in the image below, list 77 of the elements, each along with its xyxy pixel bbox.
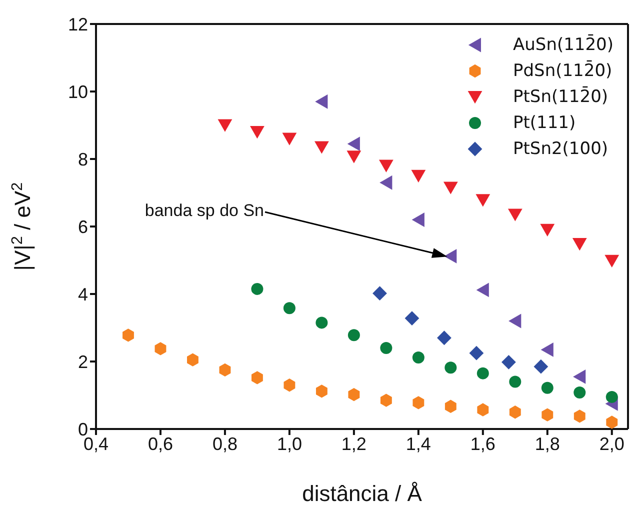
x-tick-label: 1,0 <box>276 434 302 454</box>
point <box>372 286 387 301</box>
point <box>606 416 618 429</box>
point <box>154 342 166 356</box>
point <box>411 170 426 182</box>
legend-label: PdSn(112̄0) <box>513 61 612 81</box>
y-tick-label: 2 <box>78 352 88 372</box>
point <box>508 314 522 328</box>
x-tick-label: 1,6 <box>470 434 496 454</box>
legend-label: AuSn(112̄0) <box>513 35 614 55</box>
point <box>476 282 489 298</box>
point <box>380 175 392 190</box>
point <box>444 249 457 264</box>
y-tick-label: 10 <box>68 82 88 102</box>
point <box>574 410 586 423</box>
point <box>380 342 392 354</box>
point <box>346 150 362 164</box>
x-tick-label: 1,8 <box>534 434 560 454</box>
point <box>534 359 548 374</box>
point <box>380 394 392 407</box>
point <box>437 330 452 346</box>
point <box>348 388 360 402</box>
legend-label: PtSn2(100) <box>513 139 608 159</box>
point <box>412 212 424 227</box>
point <box>541 382 554 394</box>
point <box>443 182 458 194</box>
point <box>502 354 516 370</box>
point <box>283 302 296 314</box>
point <box>476 367 489 380</box>
annotation: banda sp do Sn <box>144 201 264 220</box>
point <box>572 238 587 251</box>
point <box>508 208 522 222</box>
x-tick-label: 2,0 <box>599 434 624 454</box>
point <box>187 353 198 366</box>
point <box>574 386 586 399</box>
x-tick-label: 0,6 <box>148 434 173 454</box>
point <box>412 396 424 410</box>
point <box>314 141 329 154</box>
x-tick-label: 1,2 <box>341 434 366 454</box>
y-tick-label: 4 <box>78 284 88 304</box>
legend-label: PtSn(112̄0) <box>513 87 608 107</box>
point <box>316 384 328 398</box>
point <box>251 371 263 384</box>
y-tick-label: 12 <box>68 14 88 34</box>
point <box>444 400 456 413</box>
legend-label: Pt(111) <box>513 113 576 133</box>
y-tick-label: 8 <box>78 149 88 170</box>
point <box>509 406 521 419</box>
point <box>282 132 297 146</box>
point <box>606 390 618 403</box>
point <box>540 342 554 357</box>
point <box>604 254 620 268</box>
x-tick-label: 0,8 <box>212 434 238 454</box>
point <box>477 403 489 416</box>
point <box>122 328 134 342</box>
point <box>218 119 232 132</box>
x-axis-title: distância / Å <box>302 481 422 506</box>
point <box>509 376 522 388</box>
point <box>284 378 296 392</box>
y-tick-label: 6 <box>78 216 88 237</box>
point <box>476 194 490 207</box>
point <box>404 311 420 326</box>
point <box>250 126 264 139</box>
point <box>316 316 328 329</box>
point <box>251 282 264 295</box>
point <box>444 362 457 374</box>
point <box>469 346 484 360</box>
point <box>315 94 328 109</box>
point <box>219 363 231 377</box>
point <box>573 369 586 384</box>
point <box>378 160 394 172</box>
point <box>542 408 554 422</box>
point <box>412 351 424 364</box>
point <box>347 136 360 152</box>
point <box>348 329 360 342</box>
x-tick-label: 1,4 <box>406 434 431 454</box>
point <box>540 224 555 236</box>
